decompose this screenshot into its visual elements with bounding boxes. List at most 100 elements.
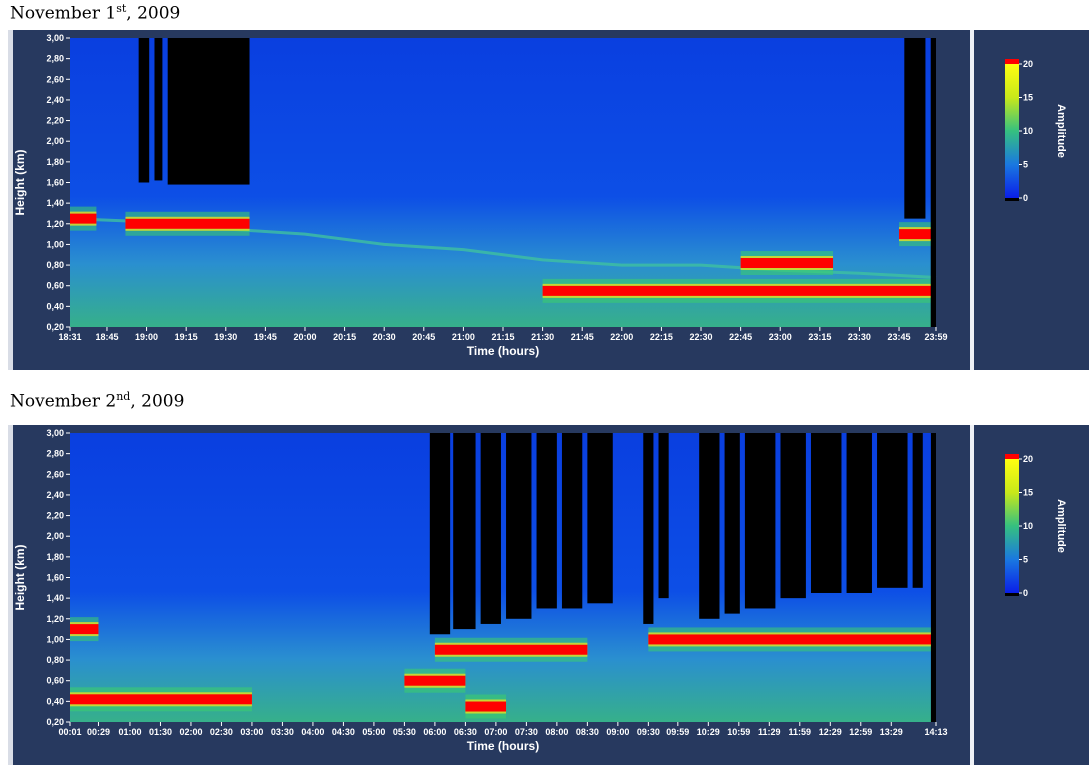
high-backscatter-band (70, 213, 97, 224)
y-tick-label: 1,40 (46, 593, 64, 603)
no-data-region (930, 433, 936, 722)
colorbar-nov2: 20 15 10 5 0 Amplitude (1005, 454, 1067, 598)
no-data-region (561, 433, 583, 609)
no-data-region (699, 433, 720, 619)
x-tick-label: 19:45 (254, 332, 277, 342)
x-tick-label: 12:29 (819, 727, 842, 737)
x-tick-label: 23:30 (848, 332, 871, 342)
x-tick-label: 00:29 (87, 727, 110, 737)
x-axis-label: Time (hours) (467, 739, 539, 753)
colorbar-tick-label: 5 (1023, 555, 1028, 565)
colorbar-tick-label: 15 (1023, 488, 1033, 498)
x-tick-label: 04:00 (301, 727, 324, 737)
x-tick-label: 22:15 (650, 332, 673, 342)
x-tick-label: 20:30 (373, 332, 396, 342)
no-data-region (536, 433, 557, 609)
colorbar-tick-label: 20 (1023, 59, 1033, 69)
x-tick-label: 14:13 (924, 727, 947, 737)
colorbar-tick-label: 10 (1023, 521, 1033, 531)
chart-caption-nov1: November 1st, 2009 (10, 2, 181, 24)
no-data-region (480, 433, 501, 624)
no-data-region (877, 433, 908, 588)
x-tick-label: 18:45 (95, 332, 118, 342)
x-tick-label: 02:00 (179, 727, 202, 737)
no-data-region (429, 433, 451, 635)
colorbar-overflow (1005, 454, 1019, 459)
x-tick-label: 11:29 (758, 727, 781, 737)
x-tick-label: 07:00 (484, 727, 507, 737)
y-tick-label: 2,00 (46, 531, 64, 541)
y-tick-label: 3,00 (46, 428, 64, 438)
colorbar-label: Amplitude (1055, 499, 1067, 553)
no-data-region (658, 433, 669, 599)
no-data-region (154, 38, 163, 181)
y-tick-label: 2,80 (46, 54, 64, 64)
chart-panel-nov2: 3,00 2,80 2,60 2,40 2,20 2,00 1,80 1,60 1,40 1,20… (8, 425, 1089, 765)
y-tick-label: 1,60 (46, 573, 64, 583)
no-data-region (810, 433, 842, 593)
y-tick-label: 2,40 (46, 95, 64, 105)
y-tick-label: 2,20 (46, 511, 64, 521)
x-tick-label: 08:30 (576, 727, 599, 737)
y-tick-label: 0,20 (46, 322, 64, 332)
plot-background (70, 433, 936, 722)
x-tick-label: 21:30 (531, 332, 554, 342)
colorbar-panel: 20 15 10 5 0 Amplitude (976, 30, 1089, 370)
y-axis-label: Height (km) (13, 544, 27, 610)
high-backscatter-band (70, 694, 252, 705)
high-backscatter-band (434, 644, 588, 655)
colorbar-underflow (1005, 593, 1019, 596)
no-data-region (846, 433, 872, 593)
no-data-region (724, 433, 740, 614)
x-tick-label: 04:30 (332, 727, 355, 737)
chart-panel-nov1: 3,00 2,80 2,60 2,40 2,20 2,00 1,80 1,60 1,40 1,20… (8, 30, 1089, 370)
y-tick-label: 0,80 (46, 655, 64, 665)
y-tick-label: 1,20 (46, 219, 64, 229)
heatmap-nov2: 3,00 2,80 2,60 2,40 2,20 2,00 1,80 1,60 1,40 1,20… (13, 428, 948, 753)
y-tick-label: 2,00 (46, 136, 64, 146)
no-data-region (138, 38, 150, 183)
chart-caption-nov2: November 2nd, 2009 (10, 390, 185, 412)
x-tick-label: 13:29 (880, 727, 903, 737)
colorbar-tick-label: 10 (1023, 126, 1033, 136)
x-tick-label: 10:29 (697, 727, 720, 737)
x-tick-label: 22:00 (610, 332, 633, 342)
no-data-region (912, 433, 923, 588)
no-data-region (587, 433, 613, 604)
y-tick-label: 2,80 (46, 449, 64, 459)
x-tick-label: 02:30 (210, 727, 233, 737)
colorbar-tick-label: 15 (1023, 93, 1033, 103)
no-data-region (930, 38, 936, 327)
x-tick-label: 23:59 (924, 332, 947, 342)
panel-divider (970, 30, 974, 370)
x-tick-label: 19:30 (214, 332, 237, 342)
x-tick-label: 18:31 (58, 332, 81, 342)
x-tick-label: 23:15 (808, 332, 831, 342)
high-backscatter-band (465, 701, 507, 712)
x-tick-label: 05:30 (393, 727, 416, 737)
y-tick-label: 0,40 (46, 696, 64, 706)
y-axis-label: Height (km) (13, 149, 27, 215)
y-tick-label: 0,40 (46, 301, 64, 311)
y-tick-label: 1,80 (46, 157, 64, 167)
colorbar-tick-label: 20 (1023, 454, 1033, 464)
colorbar-panel: 20 15 10 5 0 Amplitude (976, 425, 1089, 765)
high-backscatter-band (125, 218, 250, 229)
x-tick-label: 03:00 (240, 727, 263, 737)
x-tick-label: 12:59 (849, 727, 872, 737)
x-axis-label: Time (hours) (467, 344, 539, 358)
x-tick-label: 10:59 (727, 727, 750, 737)
y-tick-label: 1,00 (46, 239, 64, 249)
no-data-region (453, 433, 476, 630)
heatmap-nov1: 3,00 2,80 2,60 2,40 2,20 2,00 1,80 1,60 1,40 1,20… (13, 33, 948, 358)
x-tick-label: 00:01 (58, 727, 81, 737)
x-tick-label: 09:59 (666, 727, 689, 737)
panel-edge (8, 30, 13, 370)
y-tick-label: 2,40 (46, 490, 64, 500)
x-tick-label: 09:30 (637, 727, 660, 737)
y-tick-label: 1,00 (46, 634, 64, 644)
no-data-region (744, 433, 776, 609)
x-tick-label: 19:00 (135, 332, 158, 342)
x-tick-label: 07:30 (515, 727, 538, 737)
x-tick-label: 21:00 (452, 332, 475, 342)
